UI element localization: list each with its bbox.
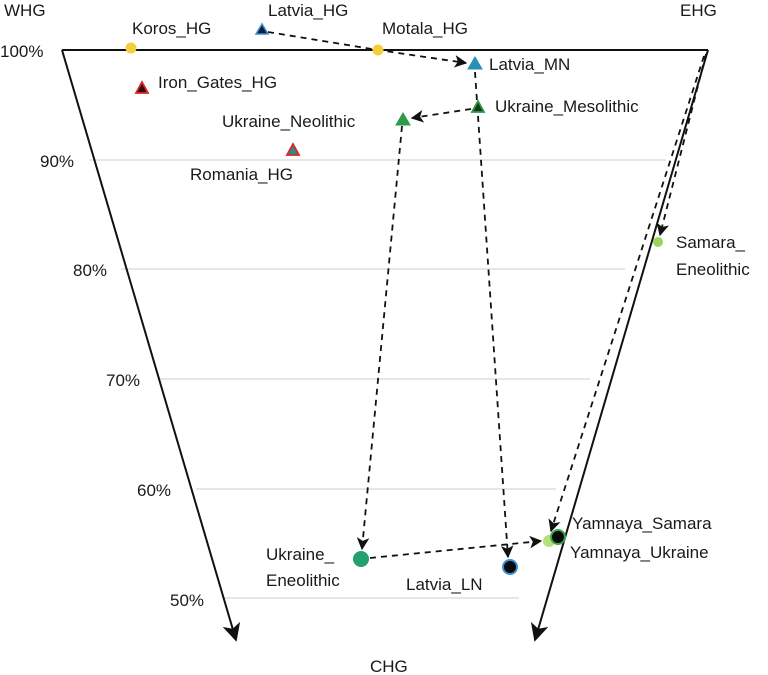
point-labels: Latvia_HG Koros_HG Motala_HG Latvia_MN I… <box>132 1 750 594</box>
marker-koros-hg <box>125 42 137 54</box>
marker-ukraine-mesolithic <box>470 99 486 113</box>
label-ukraine-mesolithic: Ukraine_Mesolithic <box>495 97 639 116</box>
arrow-ukraine-neo-to-eneo <box>356 125 403 551</box>
label-romania-hg: Romania_HG <box>190 165 293 184</box>
marker-motala-hg <box>372 44 384 56</box>
label-koros-hg: Koros_HG <box>132 19 211 38</box>
marker-ukraine-eneolithic <box>353 551 369 567</box>
marker-latvia-mn <box>467 56 483 70</box>
y-axis-ticks: 100% 90% 80% 70% 60% 50% <box>0 42 204 610</box>
corner-label-chg: CHG <box>370 657 408 675</box>
marker-iron-gates-hg <box>134 80 150 94</box>
label-yamnaya-samara: Yamnaya_Samara <box>572 514 712 533</box>
arrow-ehg-to-samara <box>656 53 707 237</box>
marker-latvia-hg <box>254 22 270 35</box>
corner-label-whg: WHG <box>4 1 46 20</box>
label-latvia-hg: Latvia_HG <box>268 1 348 20</box>
transition-arrows <box>267 31 707 559</box>
label-iron-gates-hg: Iron_Gates_HG <box>158 73 277 92</box>
label-latvia-mn: Latvia_MN <box>489 55 570 74</box>
label-ukraine-neolithic: Ukraine_Neolithic <box>222 112 356 131</box>
label-samara-eneolithic-line2: Eneolithic <box>676 260 750 279</box>
left-edge-arrow <box>61 49 241 642</box>
marker-yamnaya-samara <box>550 529 566 545</box>
data-points <box>125 22 663 575</box>
marker-latvia-ln <box>502 559 518 575</box>
tick-50: 50% <box>170 591 204 610</box>
arrow-latvia-mn-to-latvia-ln <box>474 71 514 559</box>
tick-80: 80% <box>73 261 107 280</box>
arrow-ukraine-eneo-to-yamnaya <box>369 535 543 559</box>
gridlines <box>89 159 666 599</box>
label-yamnaya-ukraine: Yamnaya_Ukraine <box>570 543 709 562</box>
marker-ukraine-neolithic <box>395 112 411 126</box>
label-samara-eneolithic-line1: Samara_ <box>676 233 746 252</box>
label-ukraine-eneolithic-line2: Eneolithic <box>266 571 340 590</box>
arrow-ehg-to-yamnaya <box>548 55 705 533</box>
tick-100: 100% <box>0 42 43 61</box>
label-motala-hg: Motala_HG <box>382 19 468 38</box>
tick-90: 90% <box>40 152 74 171</box>
label-ukraine-eneolithic-line1: Ukraine_ <box>266 545 335 564</box>
tick-70: 70% <box>106 371 140 390</box>
marker-samara-eneolithic <box>653 237 663 247</box>
arrow-ukraine-meso-to-neo <box>410 108 472 123</box>
marker-romania-hg <box>285 142 301 156</box>
label-latvia-ln: Latvia_LN <box>406 575 483 594</box>
tick-60: 60% <box>137 481 171 500</box>
corner-label-ehg: EHG <box>680 1 717 20</box>
